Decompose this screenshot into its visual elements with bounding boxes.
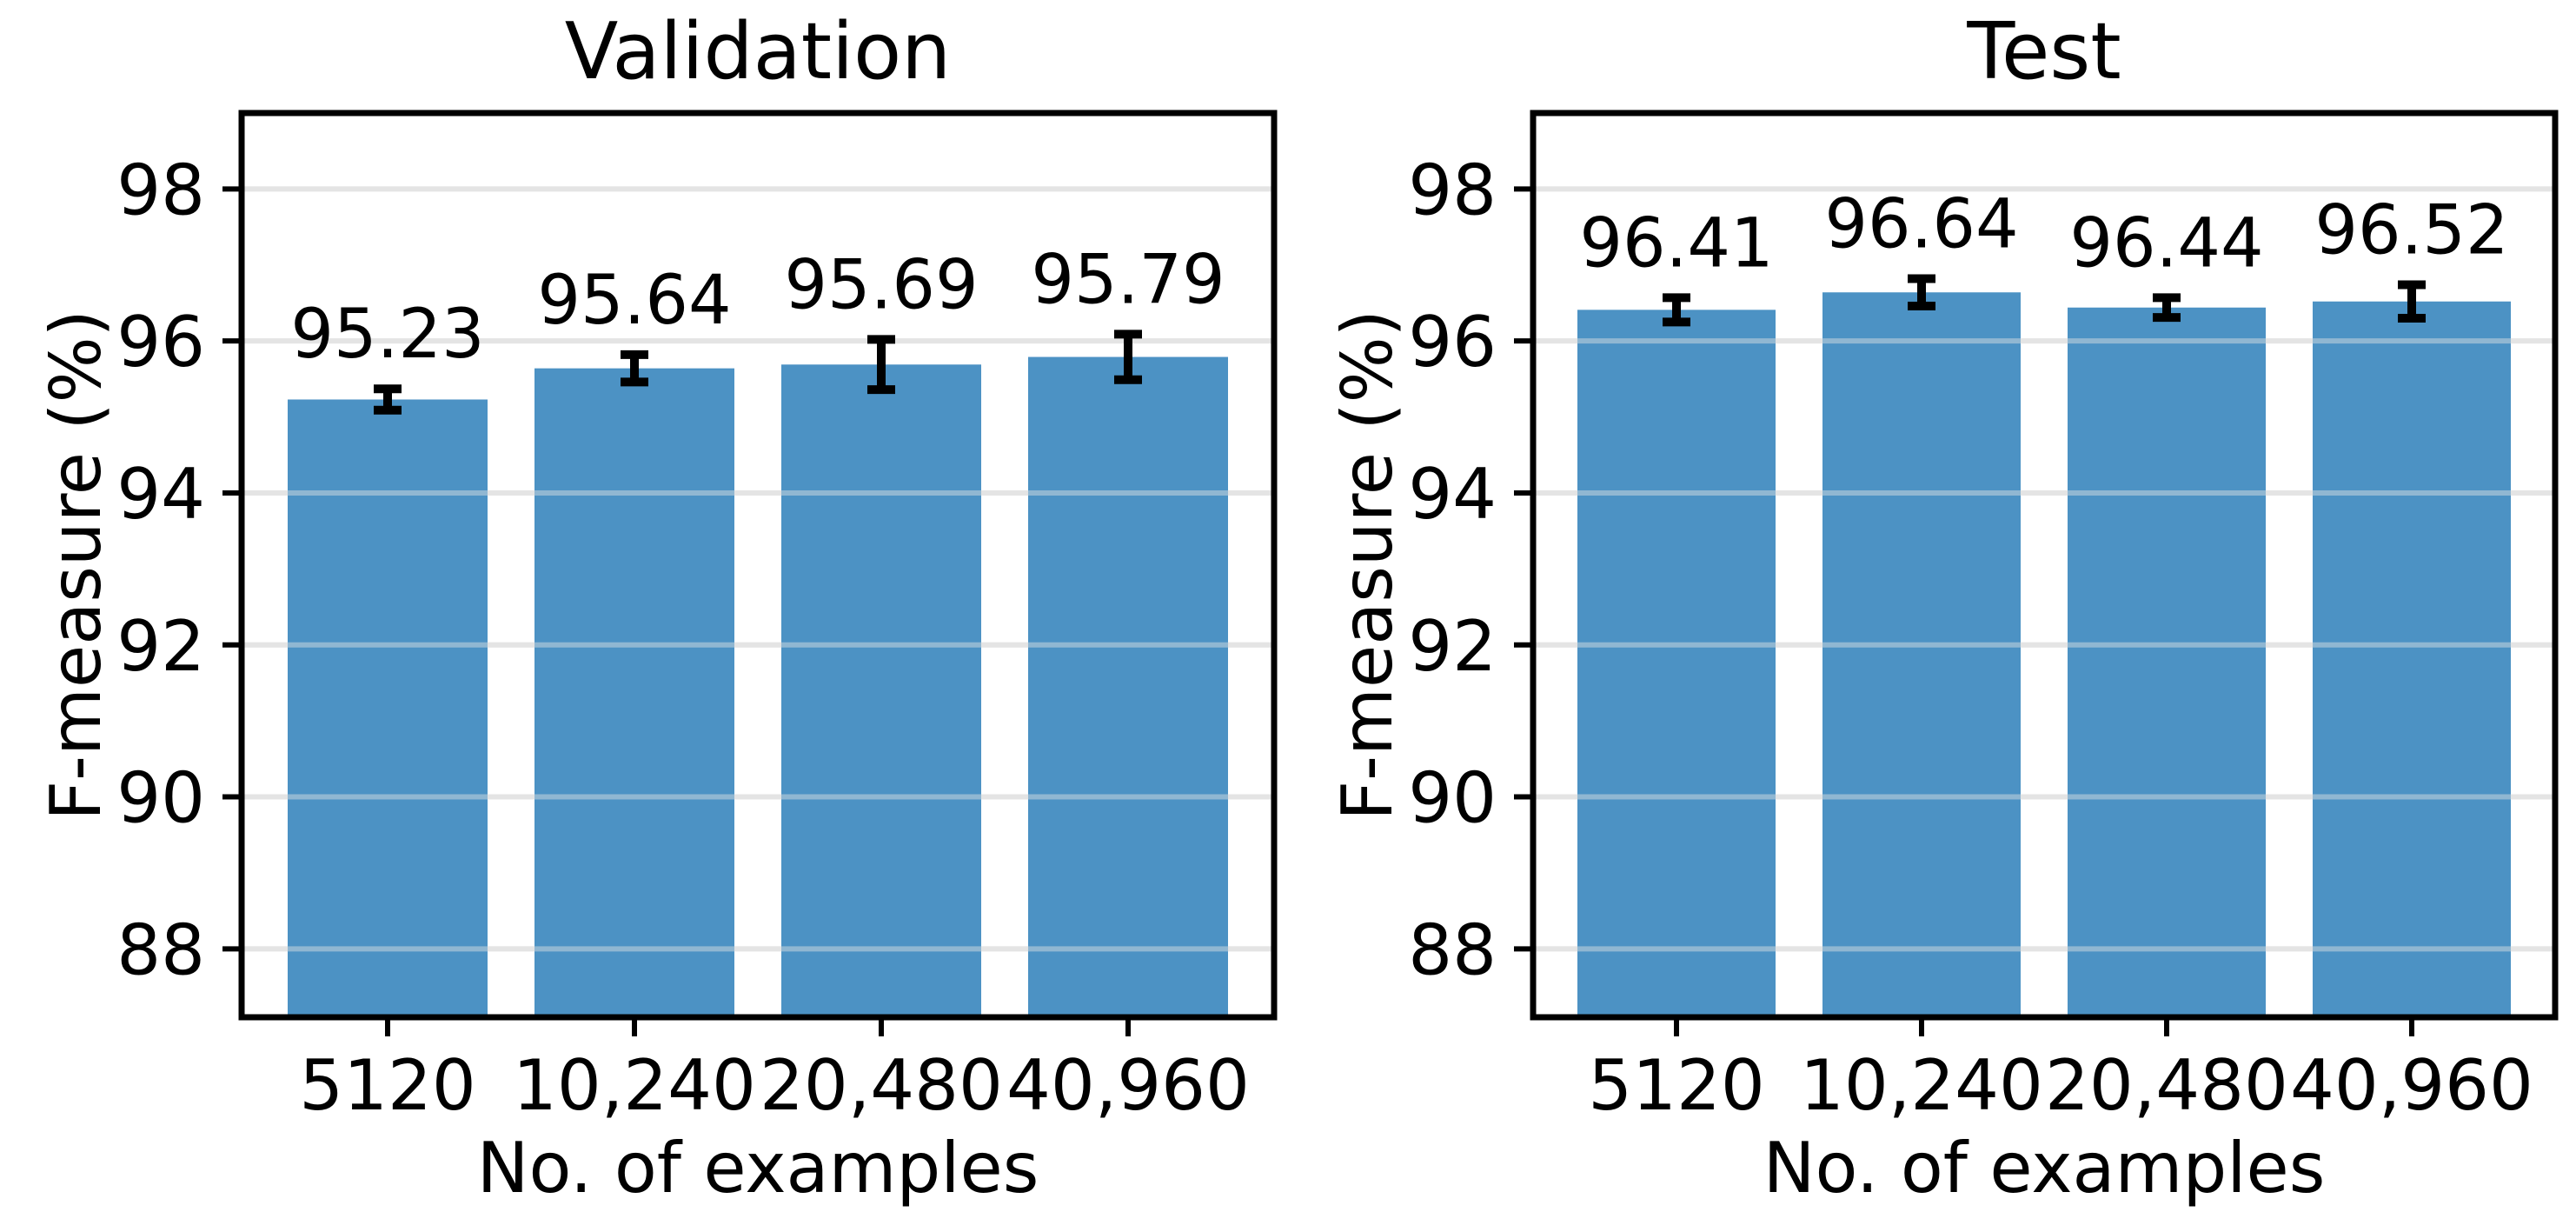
x-tick-label: 40,960 (2290, 1045, 2533, 1126)
bar-value-label: 96.52 (2314, 192, 2508, 270)
x-tick-label: 10,240 (1800, 1045, 2043, 1126)
y-tick-label: 96 (1408, 302, 1497, 383)
bar (1028, 356, 1228, 1017)
y-tick-label: 92 (1408, 606, 1497, 687)
bar-value-label: 95.79 (1031, 241, 1225, 319)
y-tick-label: 90 (1408, 758, 1497, 839)
y-axis-label-validation: F-measure (%) (36, 310, 116, 821)
axes-box (1530, 110, 2559, 1021)
bar-value-label: 95.64 (537, 262, 731, 340)
bar (781, 364, 981, 1017)
bar (1577, 310, 1776, 1018)
x-tick-label: 10,240 (513, 1045, 756, 1126)
bar (288, 399, 488, 1017)
x-axis-label-validation: No. of examples (476, 1128, 1039, 1209)
bar-value-label: 95.23 (290, 296, 484, 374)
x-tick-label: 20,480 (760, 1045, 1003, 1126)
axes-box (238, 110, 1278, 1021)
y-tick-label: 92 (116, 606, 205, 687)
y-tick-label: 94 (1408, 454, 1497, 535)
bar (2068, 307, 2266, 1017)
chart-title-test: Test (1967, 6, 2121, 97)
chart-title-validation: Validation (564, 6, 952, 97)
y-tick-label: 94 (116, 454, 205, 535)
bar (1822, 292, 2021, 1018)
y-tick-label: 88 (1408, 909, 1497, 990)
y-tick-label: 98 (1408, 150, 1497, 230)
bar (2313, 301, 2511, 1017)
y-tick-label: 90 (116, 758, 205, 839)
bar-value-label: 96.44 (2069, 204, 2263, 283)
bar (534, 368, 734, 1017)
y-tick-label: 88 (116, 909, 205, 990)
y-tick-label: 98 (116, 150, 205, 230)
bar-value-label: 96.64 (1824, 186, 2018, 264)
x-tick-label: 40,960 (1006, 1045, 1250, 1126)
x-axis-label-test: No. of examples (1763, 1128, 2326, 1209)
x-tick-label: 5120 (299, 1045, 476, 1126)
bar-value-label: 96.41 (1579, 204, 1773, 283)
x-tick-label: 5120 (1588, 1045, 1765, 1126)
y-axis-label-test: F-measure (%) (1327, 310, 1408, 821)
y-tick-label: 96 (116, 302, 205, 383)
x-tick-label: 20,480 (2045, 1045, 2288, 1126)
bar-value-label: 95.69 (784, 246, 978, 324)
